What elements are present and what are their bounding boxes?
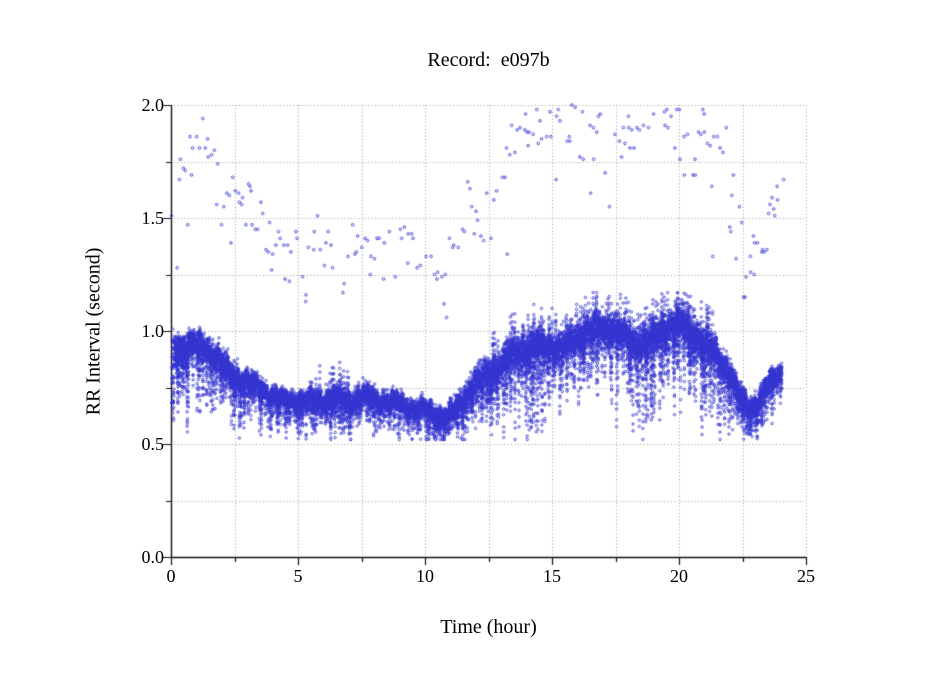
- y-tick-label: 1.0: [141, 321, 165, 341]
- y-tick-label: 0.0: [141, 547, 165, 567]
- chart-title: Record: e097b: [427, 49, 550, 71]
- y-tick-label: 0.5: [141, 434, 165, 454]
- x-tick-label: 5: [293, 566, 303, 586]
- x-tick-label: 15: [543, 566, 561, 586]
- y-axis-title: RR Interval (second): [76, 105, 112, 557]
- x-axis-title: Time (hour): [440, 616, 537, 638]
- x-tick-label: 0: [166, 566, 176, 586]
- y-tick-label: 1.5: [141, 208, 165, 228]
- y-tick-label: 2.0: [141, 95, 165, 115]
- x-tick-label: 10: [416, 566, 434, 586]
- x-tick-label: 20: [670, 566, 688, 586]
- x-tick-label: 25: [797, 566, 815, 586]
- y-axis-title-text: RR Interval (second): [82, 247, 105, 415]
